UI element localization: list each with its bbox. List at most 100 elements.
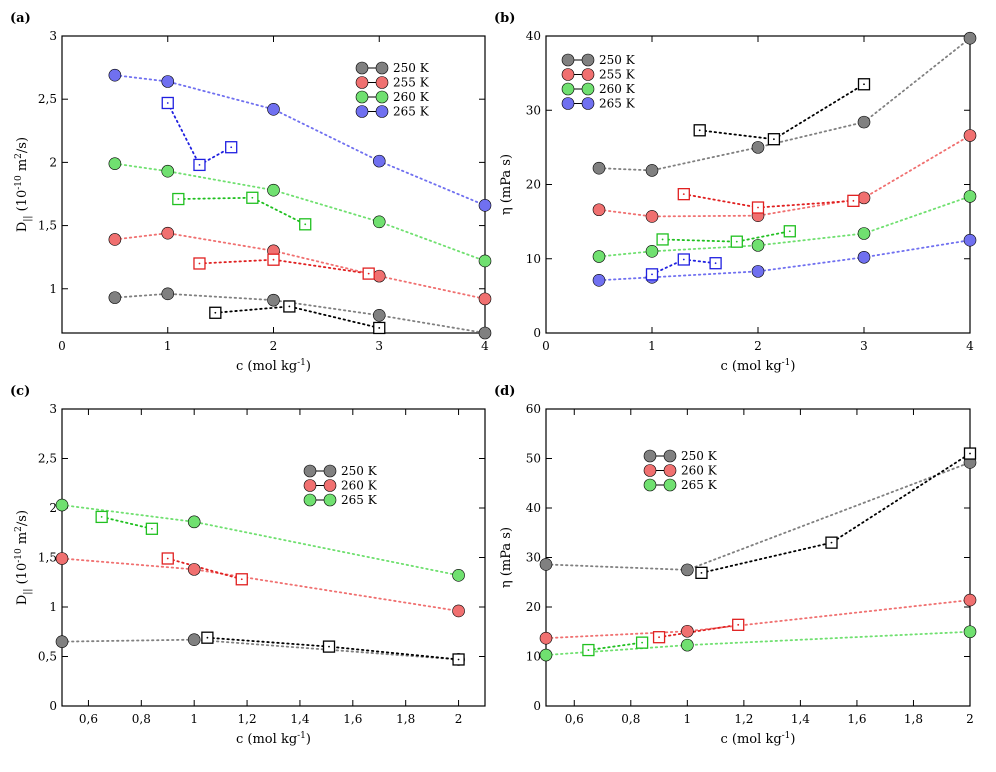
- data-point-square-dot: [788, 230, 791, 233]
- data-point-square-dot: [852, 199, 855, 202]
- data-point: [161, 226, 175, 240]
- legend-marker: [303, 493, 317, 507]
- y-tick-label: 1,5: [38, 219, 57, 233]
- data-point-square-dot: [198, 262, 201, 265]
- legend-marker: [323, 479, 337, 492]
- legend-marker: [375, 76, 389, 89]
- data-point-square-dot: [251, 196, 254, 199]
- legend-marker: [663, 478, 677, 492]
- series-line: [113, 292, 485, 333]
- x-tick-label: 2: [270, 339, 278, 353]
- data-point: [645, 245, 659, 258]
- panel-label: (c): [10, 384, 30, 399]
- data-point-square-dot: [714, 262, 717, 265]
- data-point-square-dot: [457, 658, 460, 661]
- data-point: [681, 563, 694, 577]
- data-point: [857, 115, 871, 129]
- y-tick-label: 30: [526, 551, 541, 565]
- data-point-square-dot: [150, 527, 153, 530]
- y-tick-label: 50: [526, 452, 541, 466]
- data-point-square-dot: [378, 327, 381, 329]
- legend-label: 265 K: [599, 97, 636, 111]
- y-axis-label: η (mPa s): [499, 154, 514, 215]
- data-point: [452, 569, 465, 582]
- data-point: [539, 631, 553, 645]
- data-point-square-dot: [969, 452, 971, 455]
- data-point-square-dot: [735, 240, 738, 243]
- data-point-square-dot: [757, 206, 759, 209]
- y-tick-label: 2: [49, 155, 57, 169]
- data-point: [108, 157, 122, 170]
- data-point-square-dot: [166, 557, 169, 560]
- data-point: [187, 633, 201, 646]
- data-point-square-dot: [367, 272, 370, 275]
- data-point-square-dot: [230, 146, 233, 149]
- data-point-square-dot: [773, 138, 775, 141]
- data-point: [592, 250, 606, 263]
- y-tick-label: 60: [526, 402, 541, 416]
- legend-marker: [375, 105, 389, 118]
- legend-label: 250 K: [341, 464, 378, 478]
- x-tick-label: 1: [684, 712, 692, 726]
- y-tick-label: 0: [533, 699, 541, 713]
- legend-marker: [643, 464, 657, 477]
- data-point: [267, 103, 280, 116]
- data-point-square-dot: [651, 273, 653, 276]
- legend-marker: [303, 479, 317, 492]
- x-tick-label: 0,6: [565, 712, 584, 726]
- data-point-square-dot: [166, 102, 169, 104]
- data-point-square-dot: [661, 238, 664, 241]
- data-point: [645, 164, 659, 177]
- data-point-square-dot: [214, 311, 217, 314]
- x-tick-label: 0,8: [621, 712, 640, 726]
- y-axis-label: η (mPa s): [499, 527, 514, 588]
- legend-label: 260 K: [341, 479, 378, 493]
- data-point: [187, 563, 201, 576]
- y-tick-label: 40: [526, 501, 541, 515]
- x-tick-label: 1,8: [396, 712, 415, 726]
- data-point-square-dot: [658, 636, 660, 639]
- x-tick-label: 1,2: [238, 712, 257, 726]
- legend-label: 255 K: [599, 68, 636, 82]
- y-tick-label: 1: [49, 282, 57, 296]
- data-point: [539, 648, 553, 662]
- data-point: [372, 154, 386, 168]
- y-tick-label: 10: [526, 252, 541, 266]
- legend-marker: [581, 68, 595, 81]
- x-tick-label: 0,6: [79, 712, 98, 726]
- x-tick-label: 1: [648, 339, 656, 353]
- y-tick-label: 3: [49, 402, 57, 416]
- panel-c: 0,6 0,8 1 1,2 1,4 1,6 1,8 2 0 0,5 1 1,5 2 2,5 3 (c) c (m…: [10, 384, 486, 747]
- data-point: [857, 191, 871, 205]
- legend-marker: [355, 105, 369, 118]
- data-point: [681, 624, 694, 638]
- y-tick-label: 1,5: [38, 551, 57, 565]
- series-line: [100, 516, 153, 530]
- series-line: [62, 557, 460, 612]
- y-axis-label: D|| (10-10 m2/s): [14, 510, 33, 605]
- data-point: [592, 203, 606, 217]
- x-tick-label: 1,6: [343, 712, 362, 726]
- panel-label: (a): [10, 11, 31, 26]
- series-line: [62, 504, 460, 577]
- legend-marker: [643, 478, 657, 492]
- legend-marker: [561, 68, 575, 81]
- data-point: [857, 227, 871, 240]
- legend-label: 255 K: [393, 76, 430, 90]
- data-point: [751, 141, 765, 154]
- data-point: [539, 558, 553, 571]
- data-point-square-dot: [587, 649, 590, 651]
- data-point: [478, 292, 492, 306]
- legend-marker: [581, 97, 595, 110]
- data-point-square-dot: [737, 623, 740, 626]
- x-axis-label: c (mol kg-1): [236, 358, 311, 374]
- data-point: [681, 638, 694, 652]
- y-tick-label: 0,5: [38, 650, 57, 664]
- y-tick-label: 30: [526, 103, 541, 117]
- x-tick-label: 1: [190, 712, 198, 726]
- series-line: [587, 641, 644, 651]
- legend-label: 265 K: [681, 478, 718, 492]
- data-point: [857, 250, 871, 264]
- data-point-square-dot: [272, 258, 275, 261]
